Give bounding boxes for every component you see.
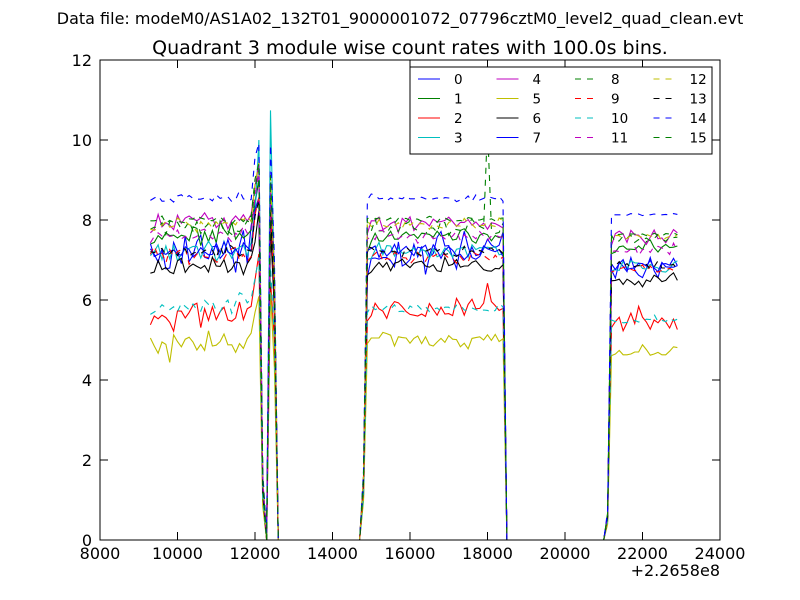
series-line-3 <box>149 110 678 540</box>
y-tick-label: 0 <box>82 531 92 550</box>
plot-area: 8000 10000 12000 14000 16000 18000 20000 22000 2… <box>72 51 746 563</box>
legend-label-0: 0 <box>454 72 463 88</box>
legend-label-10: 10 <box>611 111 628 127</box>
legend-label-8: 8 <box>611 72 620 88</box>
series-line-9 <box>149 197 678 540</box>
legend-label-3: 3 <box>454 131 463 147</box>
chart-suptitle: Data file: modeM0/AS1A02_132T01_90000010… <box>57 9 743 29</box>
y-tick-label: 10 <box>72 131 92 150</box>
series-line-4 <box>150 163 678 540</box>
series-lines <box>149 110 678 540</box>
x-tick-label: 14000 <box>307 544 358 563</box>
y-tick-label: 8 <box>82 211 92 230</box>
legend-label-15: 15 <box>690 131 707 147</box>
series-line-14 <box>150 143 678 540</box>
y-tick-label: 6 <box>82 291 92 310</box>
series-line-5 <box>149 291 678 540</box>
series-line-12 <box>150 162 678 540</box>
legend-label-5: 5 <box>533 92 542 108</box>
x-axis-offset-label: +2.2658e8 <box>631 561 720 580</box>
legend-label-11: 11 <box>611 131 628 147</box>
legend-label-14: 14 <box>690 111 707 127</box>
legend-label-4: 4 <box>533 72 542 88</box>
legend-label-1: 1 <box>454 92 463 108</box>
legend-label-12: 12 <box>690 72 707 88</box>
series-line-8 <box>150 126 678 540</box>
x-tick-label: 24000 <box>695 544 746 563</box>
y-tick-label: 12 <box>72 51 92 70</box>
x-tick-label: 18000 <box>462 544 513 563</box>
legend-label-2: 2 <box>454 111 463 127</box>
chart-title: Quadrant 3 module wise count rates with … <box>152 37 668 59</box>
series-line-7 <box>149 187 678 540</box>
legend-label-6: 6 <box>533 111 542 127</box>
x-tick-label: 8000 <box>80 544 121 563</box>
y-tick-label: 4 <box>82 371 92 390</box>
legend-label-9: 9 <box>611 92 620 108</box>
series-line-15 <box>150 163 678 540</box>
series-line-10 <box>150 257 678 540</box>
x-tick-label: 20000 <box>540 544 591 563</box>
x-tick-label: 10000 <box>152 544 203 563</box>
legend-label-13: 13 <box>690 92 707 108</box>
series-line-6 <box>150 210 678 540</box>
series-line-2 <box>149 253 678 540</box>
series-line-1 <box>150 179 678 540</box>
x-tick-label: 16000 <box>385 544 436 563</box>
x-tick-label: 12000 <box>230 544 281 563</box>
legend-box <box>409 66 713 155</box>
legend-label-7: 7 <box>533 131 542 147</box>
y-tick-label: 2 <box>82 451 92 470</box>
x-tick-label: 22000 <box>617 544 668 563</box>
series-line-13 <box>150 199 678 540</box>
